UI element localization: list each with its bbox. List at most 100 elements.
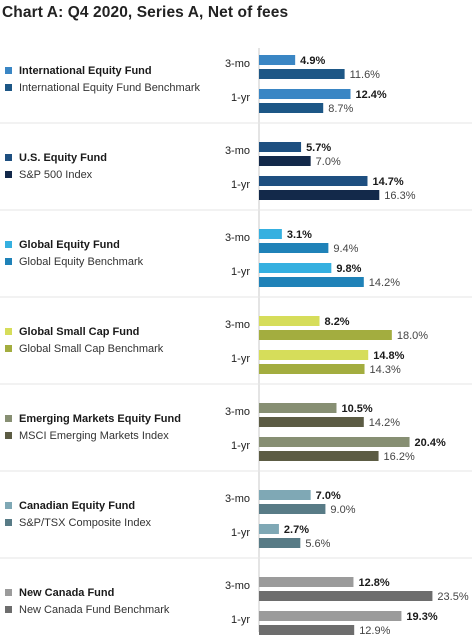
- legend-label-fund: International Equity Fund: [19, 65, 152, 77]
- data-label: 12.4%: [356, 89, 387, 101]
- data-label: 12.9%: [359, 625, 390, 637]
- bar-fund: [259, 263, 332, 273]
- legend-swatch-fund: [5, 328, 12, 335]
- data-label: 5.6%: [305, 538, 330, 550]
- bar-fund: [259, 229, 282, 239]
- bar-benchmark: [259, 330, 392, 340]
- period-label: 3-mo: [225, 319, 250, 331]
- bar-fund: [259, 316, 320, 326]
- data-label: 4.9%: [300, 55, 325, 67]
- bar-fund: [259, 89, 351, 99]
- bar-fund: [259, 490, 311, 500]
- bar-fund: [259, 524, 279, 534]
- period-label: 1-yr: [231, 440, 250, 452]
- data-label: 8.2%: [325, 316, 350, 328]
- legend-swatch-fund: [5, 502, 12, 509]
- bar-fund: [259, 577, 354, 587]
- legend-label-benchmark: S&P/TSX Composite Index: [19, 517, 152, 529]
- data-label: 7.0%: [316, 156, 341, 168]
- legend-label-benchmark: S&P 500 Index: [19, 169, 93, 181]
- data-label: 14.8%: [373, 350, 404, 362]
- bar-fund: [259, 142, 302, 152]
- data-label: 3.1%: [287, 229, 312, 241]
- legend-swatch-benchmark: [5, 84, 12, 91]
- bar-benchmark: [259, 190, 380, 200]
- data-label: 9.0%: [330, 504, 355, 516]
- bar-fund: [259, 611, 402, 621]
- bar-benchmark: [259, 364, 365, 374]
- legend-label-fund: Global Small Cap Fund: [19, 326, 139, 338]
- data-label: 14.7%: [372, 176, 403, 188]
- legend-label-benchmark: International Equity Fund Benchmark: [19, 82, 200, 94]
- data-label: 16.3%: [384, 190, 415, 202]
- bar-benchmark: [259, 103, 324, 113]
- period-label: 1-yr: [231, 179, 250, 191]
- legend-label-fund: Emerging Markets Equity Fund: [19, 413, 181, 425]
- legend-swatch-benchmark: [5, 432, 12, 439]
- bar-benchmark: [259, 243, 329, 253]
- chart-title: Chart A: Q4 2020, Series A, Net of fees: [2, 4, 289, 21]
- bar-fund: [259, 176, 368, 186]
- legend-swatch-benchmark: [5, 606, 12, 613]
- bar-fund: [259, 403, 337, 413]
- bar-benchmark: [259, 417, 364, 427]
- legend-swatch-benchmark: [5, 258, 12, 265]
- period-label: 1-yr: [231, 92, 250, 104]
- legend-label-benchmark: MSCI Emerging Markets Index: [19, 430, 169, 442]
- bar-benchmark: [259, 591, 433, 601]
- period-label: 3-mo: [225, 58, 250, 70]
- legend-label-benchmark: Global Small Cap Benchmark: [19, 343, 164, 355]
- period-label: 3-mo: [225, 580, 250, 592]
- data-label: 18.0%: [397, 330, 428, 342]
- legend-swatch-fund: [5, 589, 12, 596]
- period-label: 1-yr: [231, 614, 250, 626]
- legend-label-fund: Canadian Equity Fund: [19, 500, 135, 512]
- legend-swatch-fund: [5, 415, 12, 422]
- bar-benchmark: [259, 156, 311, 166]
- data-label: 23.5%: [437, 591, 468, 603]
- data-label: 14.2%: [369, 417, 400, 429]
- period-label: 1-yr: [231, 266, 250, 278]
- bar-fund: [259, 350, 369, 360]
- data-label: 19.3%: [406, 611, 437, 623]
- legend-label-fund: New Canada Fund: [19, 587, 114, 599]
- legend-swatch-benchmark: [5, 519, 12, 526]
- data-label: 9.4%: [333, 243, 358, 255]
- data-label: 16.2%: [384, 451, 415, 463]
- legend-label-benchmark: New Canada Fund Benchmark: [19, 604, 170, 616]
- bar-benchmark: [259, 451, 379, 461]
- period-label: 3-mo: [225, 232, 250, 244]
- data-label: 9.8%: [336, 263, 361, 275]
- bar-benchmark: [259, 625, 355, 635]
- bar-benchmark: [259, 277, 364, 287]
- period-label: 3-mo: [225, 145, 250, 157]
- period-label: 3-mo: [225, 493, 250, 505]
- data-label: 14.2%: [369, 277, 400, 289]
- legend-label-benchmark: Global Equity Benchmark: [19, 256, 144, 268]
- legend-swatch-fund: [5, 154, 12, 161]
- data-label: 10.5%: [341, 403, 372, 415]
- legend-label-fund: U.S. Equity Fund: [19, 152, 107, 164]
- data-label: 20.4%: [415, 437, 446, 449]
- legend-swatch-benchmark: [5, 345, 12, 352]
- data-label: 2.7%: [284, 524, 309, 536]
- data-label: 12.8%: [358, 577, 389, 589]
- period-label: 1-yr: [231, 353, 250, 365]
- data-label: 7.0%: [316, 490, 341, 502]
- period-label: 1-yr: [231, 527, 250, 539]
- legend-swatch-fund: [5, 67, 12, 74]
- legend-swatch-fund: [5, 241, 12, 248]
- bar-benchmark: [259, 504, 326, 514]
- bar-fund: [259, 437, 410, 447]
- legend-swatch-benchmark: [5, 171, 12, 178]
- period-label: 3-mo: [225, 406, 250, 418]
- data-label: 5.7%: [306, 142, 331, 154]
- bar-benchmark: [259, 538, 301, 548]
- data-label: 8.7%: [328, 103, 353, 115]
- bar-benchmark: [259, 69, 345, 79]
- legend-label-fund: Global Equity Fund: [19, 239, 120, 251]
- data-label: 11.6%: [350, 69, 381, 81]
- data-label: 14.3%: [370, 364, 401, 376]
- bar-fund: [259, 55, 296, 65]
